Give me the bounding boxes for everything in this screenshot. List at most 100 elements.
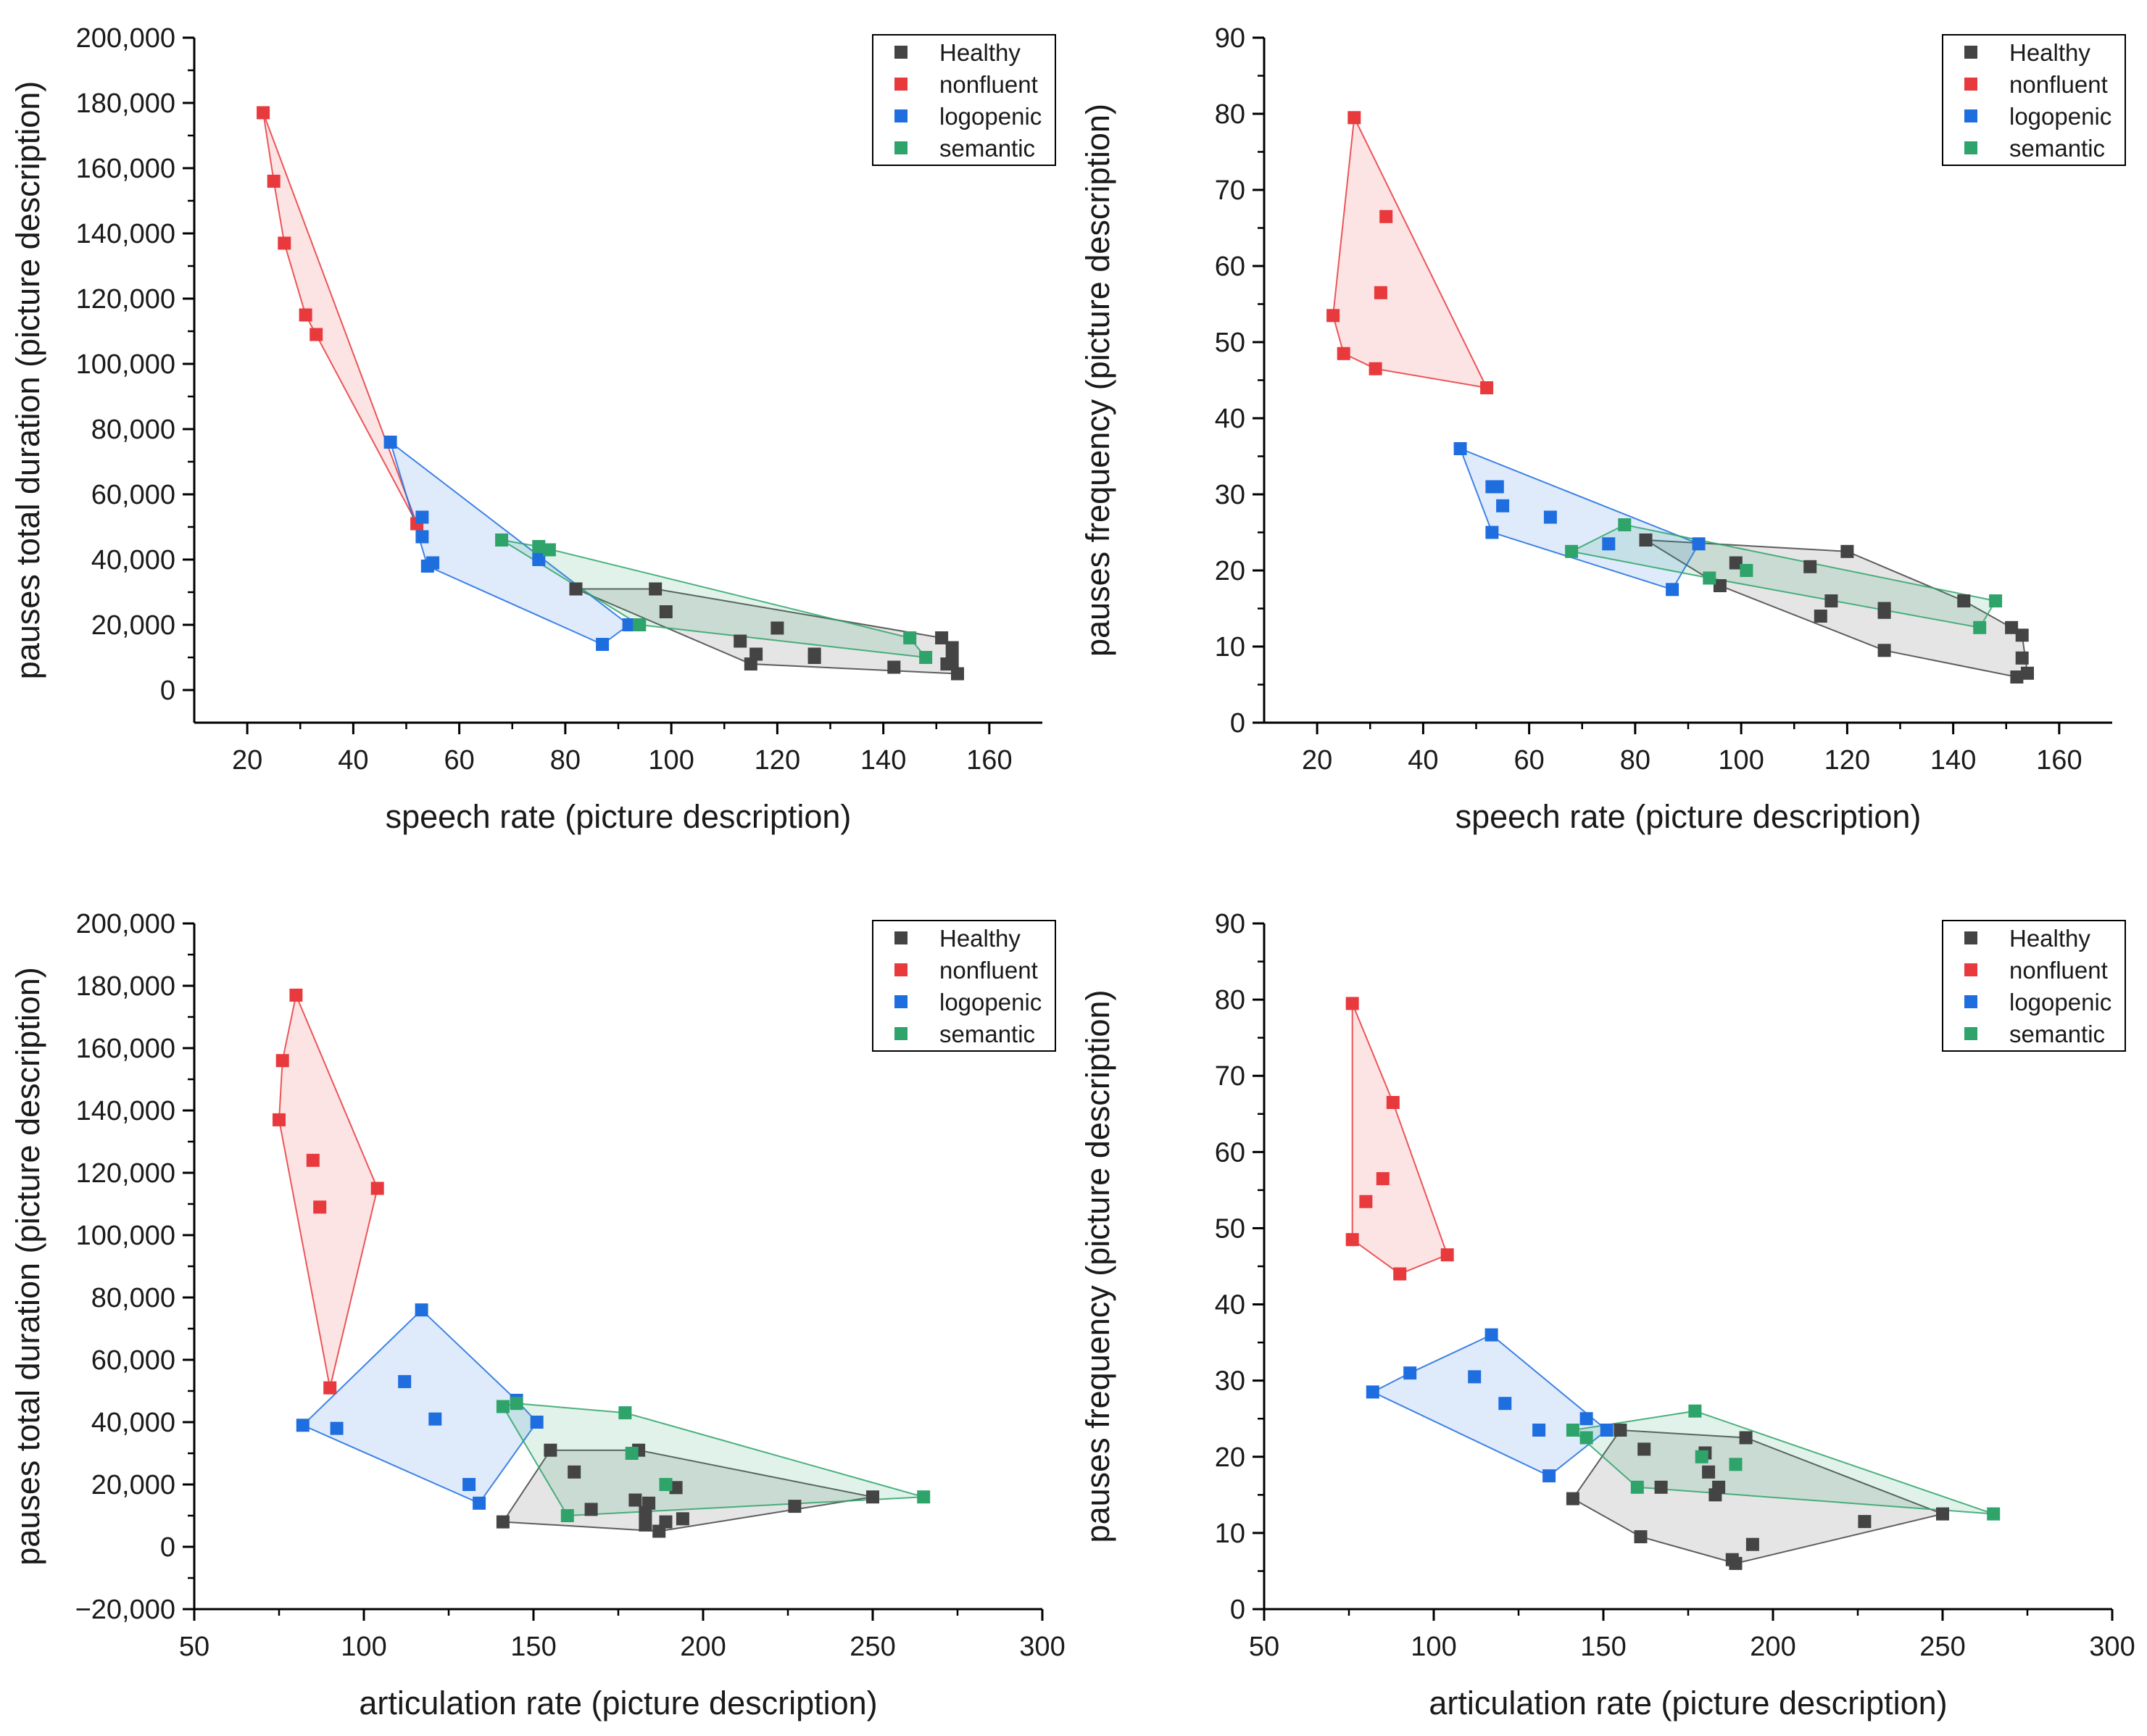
- point-logopenic: [1532, 1424, 1546, 1437]
- point-logopenic: [1579, 1412, 1593, 1426]
- point-nonfluent: [1326, 309, 1340, 323]
- point-healthy: [1858, 1515, 1872, 1529]
- point-nonfluent: [267, 175, 281, 188]
- y-tick-label: 20: [1215, 1442, 1245, 1473]
- point-semantic: [1729, 1458, 1743, 1471]
- point-semantic: [496, 1400, 510, 1413]
- x-tick-label: 150: [510, 1632, 556, 1662]
- legend-marker-logopenic: [1964, 109, 1977, 122]
- point-healthy: [652, 1524, 666, 1538]
- y-tick-label: 10: [1215, 1519, 1245, 1549]
- chart-panel-top-left: 20 40 60 80 100 120 140 160 0 20,000 40,000 60,000 8…: [9, 23, 1056, 835]
- point-nonfluent: [323, 1381, 337, 1395]
- point-logopenic: [462, 1478, 476, 1491]
- point-nonfluent: [1347, 111, 1361, 125]
- point-logopenic: [1485, 526, 1499, 539]
- point-healthy: [628, 1493, 642, 1507]
- point-nonfluent: [1386, 1096, 1400, 1109]
- point-healthy: [744, 657, 757, 670]
- legend-label-logopenic: logopenic: [939, 989, 1042, 1016]
- y-tick-label: 50: [1215, 1213, 1245, 1244]
- point-nonfluent: [257, 106, 270, 120]
- point-healthy: [2015, 651, 2029, 665]
- point-nonfluent: [1359, 1195, 1373, 1208]
- x-tick-label: 20: [232, 745, 262, 776]
- point-healthy: [2005, 620, 2019, 634]
- point-semantic: [495, 533, 509, 547]
- y-tick-label: 160,000: [76, 1034, 175, 1064]
- x-tick-label: 60: [444, 745, 474, 776]
- point-semantic: [903, 631, 917, 644]
- y-tick-label: 90: [1215, 909, 1245, 939]
- hull-nonfluent: [262, 112, 418, 524]
- y-tick-label: 60: [1215, 1137, 1245, 1168]
- y-tick-label: 180,000: [76, 971, 175, 1002]
- x-axis-title: articulation rate (picture description): [1429, 1685, 1947, 1722]
- point-healthy: [676, 1512, 689, 1526]
- point-logopenic: [383, 436, 397, 449]
- point-logopenic: [1485, 480, 1499, 494]
- y-tick-label: 60,000: [91, 480, 175, 510]
- y-tick-label: 70: [1215, 1061, 1245, 1092]
- legend-label-healthy: Healthy: [2009, 39, 2090, 66]
- x-tick-label: 160: [966, 745, 1012, 776]
- point-semantic: [510, 1397, 523, 1411]
- x-tick-label: 20: [1302, 745, 1332, 776]
- legend-label-semantic: semantic: [2009, 1021, 2105, 1047]
- point-logopenic: [1542, 1469, 1556, 1483]
- point-healthy: [569, 582, 583, 596]
- point-semantic: [1703, 571, 1716, 585]
- point-semantic: [1579, 1431, 1593, 1445]
- point-healthy: [639, 1505, 652, 1519]
- legend-marker-logopenic: [894, 109, 908, 122]
- y-tick-label: 10: [1215, 632, 1245, 663]
- legend-marker-healthy: [1964, 931, 1977, 944]
- point-logopenic: [1453, 442, 1467, 455]
- x-tick-label: 100: [1411, 1632, 1456, 1662]
- point-healthy: [1654, 1480, 1668, 1494]
- y-axis-title: pauses frequency (picture description): [1079, 104, 1116, 657]
- point-healthy: [639, 1518, 652, 1532]
- x-tick-label: 300: [1019, 1632, 1065, 1662]
- legend-marker-nonfluent: [1964, 963, 1977, 976]
- x-axis-title: speech rate (picture description): [386, 798, 852, 835]
- point-healthy: [1739, 1431, 1753, 1445]
- point-healthy: [788, 1500, 802, 1513]
- point-healthy: [1745, 1537, 1759, 1551]
- point-logopenic: [415, 530, 429, 544]
- chart-panel-bottom-left: 50 100 150 200 250 300 −20,000 0 20,000 40,000 60,…: [9, 909, 1066, 1722]
- point-nonfluent: [1440, 1248, 1454, 1262]
- point-nonfluent: [1345, 997, 1359, 1010]
- point-logopenic: [398, 1375, 412, 1389]
- point-healthy: [2021, 666, 2034, 680]
- y-tick-label: 80: [1215, 985, 1245, 1016]
- legend-label-healthy: Healthy: [939, 39, 1021, 66]
- y-axis-title: pauses frequency (picture description): [1079, 990, 1116, 1543]
- y-tick-label: 30: [1215, 480, 1245, 510]
- y-tick-label: 100,000: [76, 349, 175, 380]
- point-logopenic: [1498, 1397, 1512, 1411]
- point-semantic: [532, 540, 546, 553]
- point-nonfluent: [275, 1054, 289, 1068]
- x-tick-label: 40: [338, 745, 368, 776]
- legend-marker-semantic: [1964, 141, 1977, 154]
- point-healthy: [659, 605, 673, 618]
- point-nonfluent: [278, 236, 291, 250]
- y-tick-label: 0: [1230, 1595, 1245, 1625]
- point-healthy: [734, 634, 747, 648]
- x-tick-label: 200: [1750, 1632, 1795, 1662]
- legend-label-nonfluent: nonfluent: [2009, 957, 2108, 984]
- point-logopenic: [1468, 1370, 1482, 1384]
- x-tick-label: 100: [1718, 745, 1764, 776]
- y-tick-label: 100,000: [76, 1221, 175, 1251]
- point-logopenic: [1484, 1328, 1498, 1342]
- legend-label-semantic: semantic: [2009, 135, 2105, 162]
- hull-nonfluent: [278, 992, 378, 1388]
- x-tick-label: 50: [179, 1632, 209, 1662]
- point-nonfluent: [306, 1153, 320, 1167]
- chart-panel-bottom-right: 50 100 150 200 250 300 0 10 20 30 40 50 60 70 80 90 arti…: [1079, 909, 2135, 1722]
- hull-nonfluent: [1351, 1003, 1448, 1275]
- legend-label-nonfluent: nonfluent: [939, 957, 1038, 984]
- legend-marker-nonfluent: [894, 78, 908, 91]
- hull-semantic: [1569, 523, 1997, 628]
